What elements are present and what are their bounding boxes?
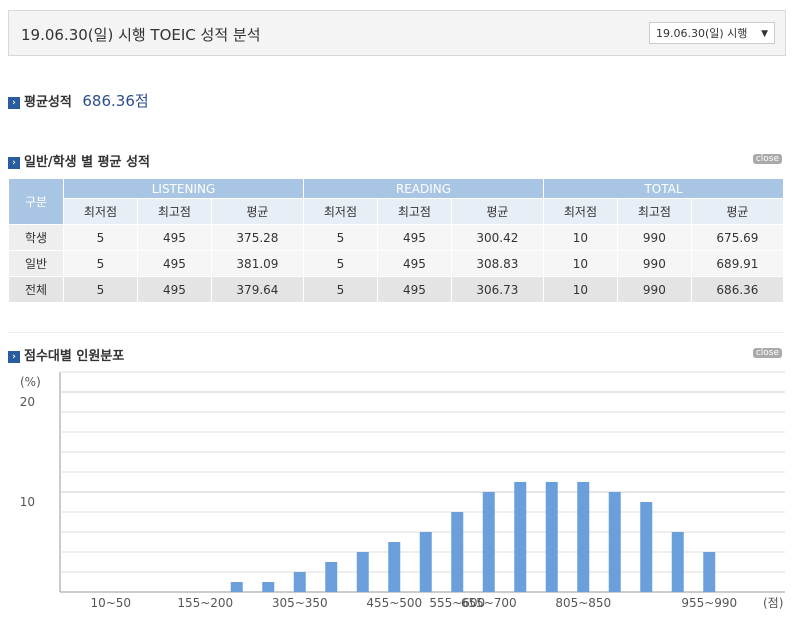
average-value: 686.36점 [82, 92, 149, 110]
group: LISTENING [63, 178, 304, 199]
cell: 5 [63, 224, 138, 251]
bar [671, 532, 684, 592]
bar [703, 552, 716, 592]
cell: 379.64 [210, 276, 304, 303]
exam-select[interactable]: 19.06.30(일) 시행 [649, 22, 775, 45]
bar [262, 582, 275, 592]
group: READING [302, 178, 544, 199]
x-tick-label: 455~500 [366, 596, 422, 610]
subheader: 평균 [210, 198, 304, 225]
bar [608, 492, 621, 592]
y-tick-label: 10 [20, 495, 35, 509]
bar [419, 532, 432, 592]
close-button[interactable]: close [752, 348, 782, 358]
cell: 일반 [8, 250, 64, 277]
cell: 375.28 [210, 224, 304, 251]
average-label: 평균성적 [24, 95, 72, 110]
title: 19.06.30(일) 시행 TOEIC 성적 분석 [21, 26, 261, 44]
row: 전체 5 495 379.64 5 495 306.73 10 990 686.36 [8, 276, 785, 303]
x-tick-label: 805~850 [555, 596, 611, 610]
bar [230, 582, 243, 592]
x-tick-label: 10~50 [90, 596, 131, 610]
cell: 381.09 [210, 250, 304, 277]
cell: 689.91 [690, 250, 785, 277]
section-label: 점수대별 인원분포 [24, 349, 125, 364]
y-tick-label: 20 [20, 395, 35, 409]
x-tick-label: 155~200 [177, 596, 233, 610]
header: 19.06.30(일) 시행 TOEIC 성적 분석 19.06.30(일) 시… [8, 10, 786, 56]
cell: 전체 [8, 276, 64, 303]
cell: 300.42 [450, 224, 544, 251]
subheader: 최고점 [136, 198, 212, 225]
score-table: 구분 LISTENING READING TOTAL 최저점 최고점 평균 최저점 최고… [8, 178, 785, 303]
x-tick-label: 305~350 [272, 596, 328, 610]
cell: 686.36 [690, 276, 785, 303]
subheader: 평균 [690, 198, 785, 225]
cell: 990 [616, 276, 692, 303]
cell: 10 [542, 224, 618, 251]
cell: 5 [63, 276, 138, 303]
close-button[interactable]: close [752, 154, 782, 164]
x-tick-label: 555~600 [429, 596, 485, 610]
cell: 10 [542, 250, 618, 277]
bar [293, 572, 306, 592]
subheader: 최고점 [616, 198, 692, 225]
cell: 990 [616, 250, 692, 277]
divider [8, 332, 784, 333]
bar [545, 482, 558, 592]
cell: 306.73 [450, 276, 544, 303]
cell: 495 [136, 276, 212, 303]
bar [640, 502, 653, 592]
cell: 5 [302, 224, 378, 251]
bar [356, 552, 369, 592]
average: › 평균성적 686.36점 [8, 90, 149, 111]
section-title: › 일반/학생 별 평균 성적 [8, 151, 150, 170]
cell: 5 [302, 276, 378, 303]
subheader: 최저점 [302, 198, 378, 225]
cell: 495 [376, 276, 452, 303]
subheader: 최고점 [376, 198, 452, 225]
bar [325, 562, 338, 592]
bar [451, 512, 464, 592]
bar [482, 492, 495, 592]
cell: 학생 [8, 224, 64, 251]
x-unit: (점) [763, 596, 783, 610]
cell: 308.83 [450, 250, 544, 277]
row: 일반 5 495 381.09 5 495 308.83 10 990 689.91 [8, 250, 785, 277]
x-tick-label: 655~700 [461, 596, 517, 610]
corner: 구분 [8, 178, 64, 225]
x-tick-label: 955~990 [681, 596, 737, 610]
cell: 10 [542, 276, 618, 303]
cell: 495 [376, 250, 452, 277]
cell: 495 [376, 224, 452, 251]
chart: 10 20 (%) (점) 10~50 155~200 305~350 455~500 555~… [20, 371, 785, 610]
subheader: 최저점 [63, 198, 138, 225]
cell: 495 [136, 224, 212, 251]
bar [577, 482, 590, 592]
cell: 990 [616, 224, 692, 251]
bar [388, 542, 401, 592]
cell: 495 [136, 250, 212, 277]
subheader: 평균 [450, 198, 544, 225]
group: TOTAL [542, 178, 785, 199]
y-unit: (%) [20, 375, 41, 389]
cell: 5 [63, 250, 138, 277]
section-title: › 점수대별 인원분포 [8, 345, 124, 364]
section-label: 일반/학생 별 평균 성적 [24, 155, 150, 170]
bar [514, 482, 527, 592]
subheader: 최저점 [542, 198, 618, 225]
cell: 5 [302, 250, 378, 277]
row: 학생 5 495 375.28 5 495 300.42 10 990 675.69 [8, 224, 785, 251]
cell: 675.69 [690, 224, 785, 251]
